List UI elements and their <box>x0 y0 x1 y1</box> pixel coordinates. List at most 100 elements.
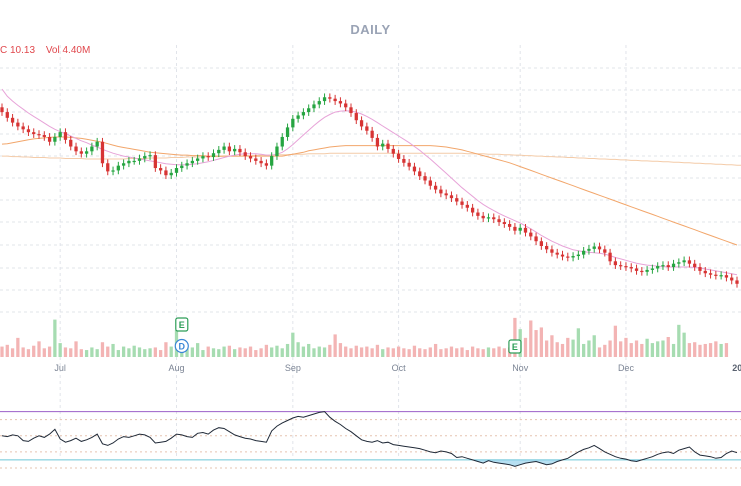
volume-bar <box>391 348 395 357</box>
x-tick-label: Oct <box>392 363 407 373</box>
candle-body <box>0 107 4 113</box>
candle-body <box>63 132 68 140</box>
candle-body <box>391 148 395 154</box>
candle-body <box>566 256 570 258</box>
volume-bar <box>227 345 232 357</box>
volume-bar <box>26 349 31 357</box>
candle-body <box>264 163 269 166</box>
volume-bar <box>137 347 142 357</box>
volume-bar <box>571 339 575 357</box>
volume-bar <box>634 340 639 357</box>
volume-bar <box>338 343 343 357</box>
volume-bar <box>196 343 200 357</box>
price-legend: C 10.13 Vol 4.40M <box>0 45 98 56</box>
candle-body <box>42 135 46 137</box>
candle-body <box>259 160 263 164</box>
candle-body <box>465 204 469 208</box>
candle-body <box>95 141 99 147</box>
candle-body <box>158 168 163 171</box>
candle-body <box>16 122 20 127</box>
volume-bar <box>523 337 528 357</box>
candle-body <box>185 163 189 166</box>
volume-bar <box>698 344 702 357</box>
candle-body <box>619 265 623 267</box>
volume-bar <box>592 335 596 357</box>
candle-body <box>169 172 173 176</box>
volume-bar <box>158 350 163 357</box>
volume-bar <box>545 340 549 357</box>
candle-body <box>211 153 216 158</box>
candle-body <box>137 158 142 161</box>
candle-body <box>433 185 438 190</box>
volume-bar <box>201 350 205 357</box>
candle-body <box>518 227 522 231</box>
volume-readout: Vol 4.40M <box>45 45 91 56</box>
candle-body <box>629 267 633 269</box>
volume-bar <box>58 343 62 357</box>
volume-bar <box>666 337 670 357</box>
candle-body <box>180 165 184 169</box>
volume-bar <box>148 348 152 357</box>
volume-bar <box>513 317 517 357</box>
candle-body <box>412 166 417 172</box>
candle-body <box>32 132 36 135</box>
volume-bar <box>619 341 623 357</box>
candle-body <box>545 246 549 250</box>
candle-body <box>74 146 78 152</box>
candle-body <box>449 195 454 199</box>
volume-bar <box>412 345 417 357</box>
volume-bar <box>439 349 443 357</box>
volume-bar <box>687 343 692 357</box>
candle-body <box>106 163 110 172</box>
candle-body <box>708 273 713 275</box>
candle-body <box>127 160 131 164</box>
volume-bar <box>365 346 369 357</box>
volume-bar <box>0 346 4 357</box>
candle-body <box>285 127 290 137</box>
volume-bar <box>42 348 46 357</box>
event-markers: E D E <box>174 317 522 354</box>
volume-bar <box>84 350 89 357</box>
volume-bar <box>418 348 422 357</box>
volume-bar <box>248 346 253 357</box>
volume-bar <box>719 343 723 357</box>
volume-bar <box>16 337 20 357</box>
candle-body <box>418 171 422 177</box>
volume-bar <box>312 348 316 357</box>
volume-bar <box>407 349 411 357</box>
volume-bar <box>190 347 194 357</box>
candle-body <box>111 170 115 172</box>
volume-bar <box>613 325 618 357</box>
candle-body <box>322 97 327 102</box>
oversold-fill <box>2 459 737 467</box>
earnings-marker <box>508 339 522 354</box>
candle-body <box>460 201 464 205</box>
candle-body <box>47 136 52 142</box>
candle-body <box>270 156 274 166</box>
volume-bar <box>624 337 628 357</box>
candle-body <box>381 143 385 147</box>
candle-body <box>476 212 480 216</box>
candle-body <box>312 104 316 109</box>
volume-bar <box>354 345 358 357</box>
volume-bar <box>476 348 480 357</box>
candle-body <box>735 280 739 284</box>
volume-bar <box>433 343 438 357</box>
candle-body <box>217 149 221 154</box>
x-tick-label: Dec <box>618 363 635 373</box>
candle-body <box>201 156 205 159</box>
candle-body <box>576 254 581 257</box>
volume-bar <box>328 344 332 357</box>
volume-bar <box>560 343 565 357</box>
volume-bar <box>243 348 247 357</box>
volume-bar <box>317 346 321 357</box>
x-tick-label: Sep <box>285 363 301 373</box>
volume-bar <box>492 348 496 357</box>
volume-bar <box>116 350 120 357</box>
volume-bar <box>375 344 380 357</box>
volume-bar <box>714 341 718 357</box>
volume-bar <box>629 343 633 357</box>
volume-bar <box>333 334 337 357</box>
candle-body <box>703 270 707 274</box>
